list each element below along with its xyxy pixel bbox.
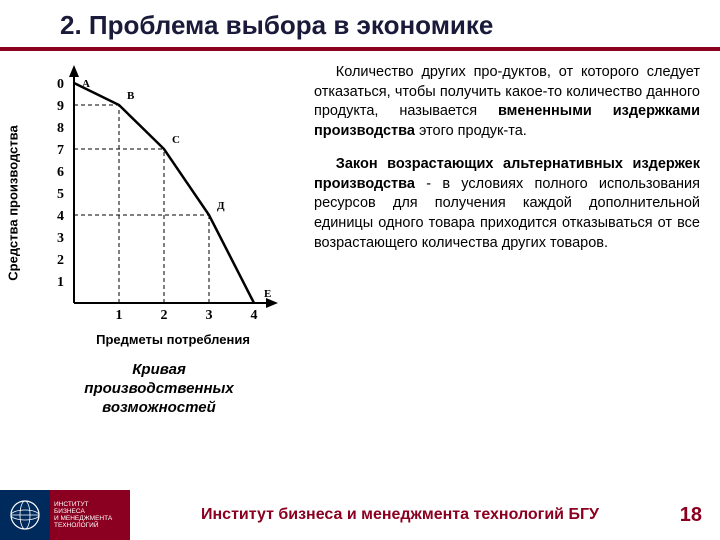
chart-svg: 0 9 8 7 6 5 4 3 2 1 1 2 3 4 А В С Д Е	[19, 63, 299, 333]
footer-logo-icon	[0, 490, 50, 540]
svg-text:4: 4	[251, 308, 258, 323]
y-axis-label: Средства производства	[6, 125, 21, 280]
page-title: 2. Проблема выбора в экономике	[0, 0, 720, 47]
svg-text:3: 3	[57, 231, 64, 246]
svg-text:Д: Д	[217, 200, 225, 212]
page-number: 18	[670, 504, 720, 527]
svg-text:Е: Е	[264, 288, 271, 300]
footer-title: Институт бизнеса и менеджмента технологи…	[130, 506, 670, 524]
footer: ИНСТИТУТБИЗНЕСАИ МЕНЕДЖМЕНТАТЕХНОЛОГИЙ И…	[0, 490, 720, 540]
svg-text:0: 0	[57, 77, 64, 92]
svg-text:А: А	[82, 78, 90, 90]
paragraph-1: Количество других про-дуктов, от которог…	[314, 63, 700, 141]
svg-text:3: 3	[206, 308, 213, 323]
svg-text:4: 4	[57, 209, 64, 224]
svg-text:8: 8	[57, 121, 64, 136]
svg-text:1: 1	[116, 308, 123, 323]
svg-text:2: 2	[161, 308, 168, 323]
svg-text:6: 6	[57, 165, 64, 180]
para1-post: этого продук-та.	[415, 123, 527, 139]
svg-text:9: 9	[57, 99, 64, 114]
footer-logo-text: ИНСТИТУТБИЗНЕСАИ МЕНЕДЖМЕНТАТЕХНОЛОГИЙ	[50, 490, 130, 540]
x-axis-label: Предметы потребления	[96, 332, 250, 347]
svg-text:С: С	[172, 134, 180, 146]
svg-text:2: 2	[57, 253, 64, 268]
left-column: Средства производства 09876543211234АВСД…	[14, 63, 304, 417]
chart-caption: Кривая производственных возможностей	[84, 361, 233, 417]
svg-text:5: 5	[57, 187, 64, 202]
svg-text:В: В	[127, 90, 135, 102]
content-area: Средства производства 0 9 8 7 6 5 4 3 2 1 1 2 3 4 А В С Д…	[0, 51, 720, 417]
svg-text:7: 7	[57, 143, 64, 158]
ppf-chart: Средства производства 09876543211234АВСД…	[19, 63, 299, 343]
right-column: Количество других про-дуктов, от которог…	[314, 63, 706, 417]
paragraph-2: Закон возрастающих альтернативных издерж…	[314, 155, 700, 253]
svg-text:1: 1	[57, 275, 64, 290]
